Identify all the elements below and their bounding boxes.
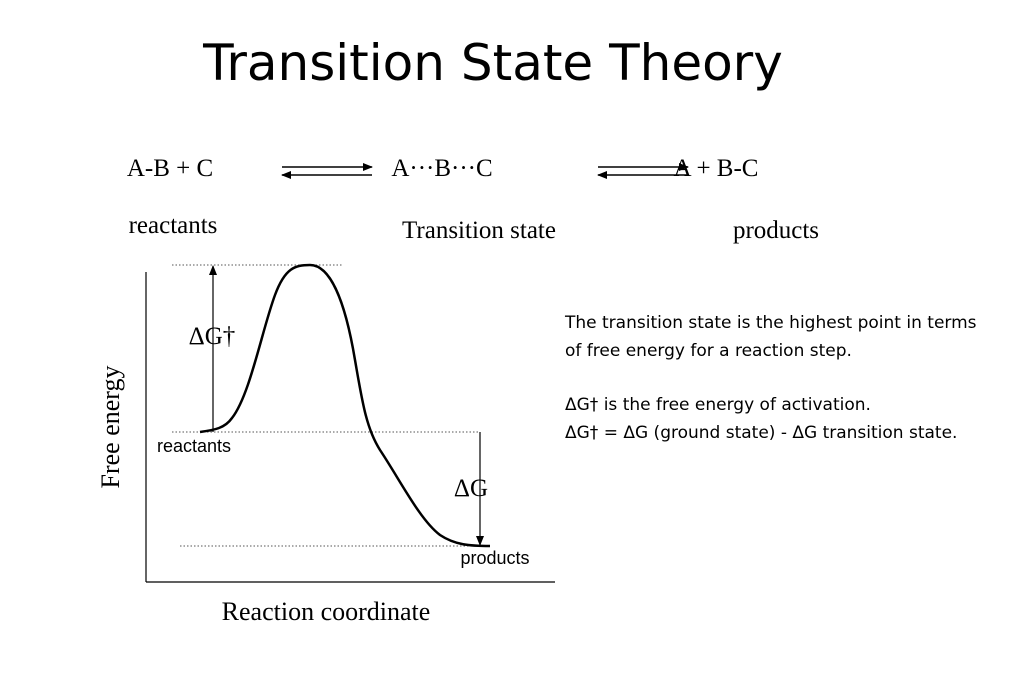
- x-axis-label: Reaction coordinate: [222, 597, 431, 626]
- label-transition-state: Transition state: [402, 217, 556, 244]
- description-line: ΔG† is the free energy of activation.: [565, 395, 871, 415]
- equation-transition-state: A···B···C: [391, 155, 492, 182]
- equation-products: A + B-C: [674, 155, 759, 182]
- label-products: products: [733, 217, 819, 244]
- equation-reactants: A-B + C: [127, 155, 213, 182]
- delta-label: ΔG: [454, 475, 488, 502]
- energy-diagram: ΔG† ΔG reactants products Free energy Re…: [96, 263, 555, 626]
- curve-reactants: reactants: [157, 436, 231, 456]
- equilibrium-arrows: [281, 163, 689, 179]
- activation-label: ΔG†: [189, 323, 236, 350]
- label-reactants: reactants: [129, 212, 218, 239]
- title: Transition State Theory: [202, 34, 783, 92]
- curve-products: products: [460, 548, 529, 568]
- description-line: ΔG† = ΔG (ground state) - ΔG transition …: [565, 422, 958, 443]
- y-axis-label: Free energy: [96, 366, 125, 489]
- description-paragraph: The transition state is the highest poin…: [565, 313, 977, 361]
- description: The transition state is the highest poin…: [565, 310, 995, 447]
